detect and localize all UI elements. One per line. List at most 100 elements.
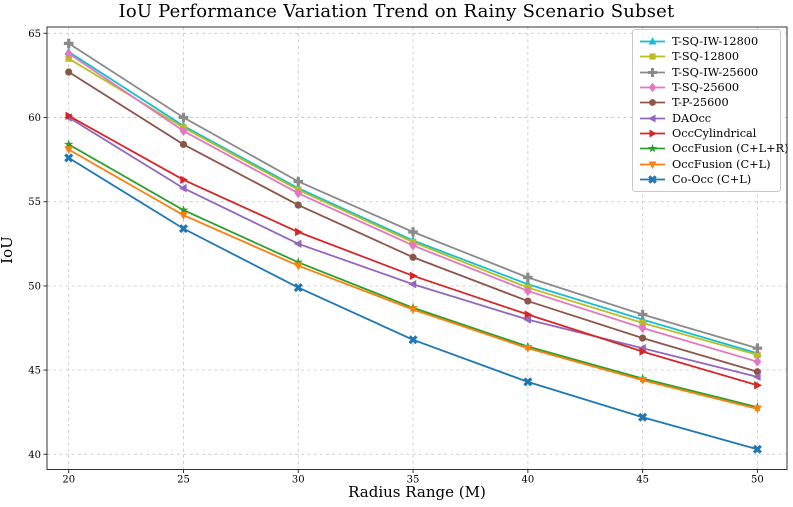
data-point-marker: [754, 381, 762, 390]
data-point-marker: [65, 68, 73, 76]
legend-label: OccFusion (C+L): [672, 157, 771, 171]
data-point-marker: [63, 139, 74, 149]
x-tick-label: 50: [751, 475, 764, 486]
data-point-marker: [409, 253, 417, 261]
legend-label: OccCylindrical: [672, 126, 757, 140]
x-tick-label: 35: [407, 475, 420, 486]
legend-marker-triangle-left-icon: [640, 114, 665, 123]
data-point-marker: [293, 257, 304, 267]
series-line-t-sq-iw-25600: [63, 38, 763, 354]
data-point-marker: [63, 38, 74, 49]
legend-marker-triangle-right-icon: [640, 129, 665, 138]
x-axis-label: Radius Range (M): [348, 483, 486, 501]
legend-marker-diamond-icon: [640, 82, 665, 93]
data-point-marker: [64, 153, 74, 163]
data-point-marker: [178, 184, 187, 193]
data-point-marker: [293, 176, 304, 187]
legend-item: T-SQ-25600: [639, 80, 776, 95]
x-tick-label: 20: [62, 475, 75, 486]
series-line-occfusion-c-l: [64, 146, 762, 414]
x-tick-label: 45: [636, 475, 649, 486]
legend-item: T-SQ-IW-12800: [639, 34, 776, 49]
legend-label: T-SQ-25600: [672, 80, 740, 94]
legend-label: T-SQ-IW-25600: [672, 65, 759, 79]
legend-marker-x-icon: [640, 175, 665, 184]
data-point-marker: [752, 343, 763, 354]
data-point-marker: [178, 112, 189, 123]
legend-label: T-P-25600: [672, 96, 729, 110]
data-point-marker: [752, 444, 762, 454]
legend-label: DAOcc: [672, 111, 712, 125]
data-point-marker: [408, 227, 418, 237]
legend-item: T-P-25600: [639, 95, 776, 110]
legend-marker-triangle-up-icon: [640, 37, 665, 45]
data-point-marker: [649, 99, 656, 107]
legend-label: T-SQ-IW-12800: [672, 35, 759, 48]
data-point-marker: [639, 334, 647, 342]
data-point-marker: [648, 175, 657, 184]
data-point-marker: [523, 345, 533, 353]
y-tick-label: 45: [28, 366, 41, 377]
legend-label: OccFusion (C+L+R): [672, 142, 789, 156]
data-point-marker: [524, 310, 533, 319]
data-point-marker: [523, 315, 532, 324]
data-point-marker: [639, 319, 646, 327]
series-line-daocc: [64, 113, 761, 382]
data-point-marker: [64, 146, 73, 155]
data-point-marker: [648, 161, 657, 169]
data-point-marker: [638, 377, 647, 385]
x-tick-label: 40: [521, 475, 534, 486]
data-point-marker: [523, 285, 532, 296]
legend-item: T-SQ-12800: [639, 49, 776, 64]
data-point-marker: [293, 283, 303, 293]
axes-spines: [43, 26, 788, 473]
data-point-marker: [647, 67, 658, 77]
data-point-marker: [65, 55, 72, 62]
data-point-marker: [178, 224, 189, 234]
legend-item: OccFusion (C+L+R): [639, 141, 789, 156]
legend-marker-plus-icon: [640, 67, 665, 77]
data-point-marker: [294, 201, 302, 209]
data-point-marker: [524, 297, 532, 305]
data-point-marker: [65, 111, 74, 121]
chart-title: IoU Performance Variation Trend on Rainy…: [118, 1, 675, 22]
y-axis-label: IoU: [0, 236, 16, 264]
data-point-marker: [294, 188, 303, 199]
data-point-marker: [637, 309, 648, 320]
y-tick-label: 65: [28, 29, 41, 40]
legend-item: DAOcc: [639, 111, 776, 126]
data-point-marker: [179, 211, 188, 220]
data-point-marker: [293, 239, 302, 248]
legend: T-SQ-IW-12800 T-SQ-12800 T-SQ-IW-25600 T-SQ…: [632, 29, 789, 192]
legend-label: T-SQ-12800: [672, 50, 740, 64]
data-point-marker: [178, 205, 189, 215]
data-point-marker: [648, 82, 657, 93]
data-point-marker: [649, 129, 657, 138]
data-point-marker: [648, 37, 657, 45]
data-point-marker: [409, 240, 417, 251]
legend-item: OccCylindrical: [639, 126, 776, 141]
legend-marker-circle-icon: [640, 99, 665, 107]
data-point-marker: [752, 372, 761, 382]
series-line-occcylindrical: [65, 111, 762, 390]
data-point-marker: [523, 272, 533, 283]
data-point-marker: [639, 347, 648, 356]
legend-marker-triangle-down-icon: [640, 161, 665, 169]
data-point-marker: [649, 53, 656, 60]
y-tick-label: 55: [28, 197, 41, 208]
legend-item: OccFusion (C+L): [639, 157, 776, 172]
legend-item: Co-Occ (C+L): [639, 172, 776, 187]
y-tick-label: 40: [28, 450, 41, 461]
data-point-marker: [408, 280, 417, 289]
legend-marker-star-icon: [640, 144, 665, 153]
data-point-marker: [64, 48, 73, 59]
series-line-t-sq-25600: [64, 48, 762, 367]
data-point-marker: [408, 306, 418, 315]
data-point-marker: [179, 140, 188, 149]
y-tick-label: 60: [28, 113, 41, 124]
data-point-marker: [638, 412, 648, 422]
data-point-marker: [753, 356, 762, 367]
x-tick-label: 30: [292, 475, 305, 486]
legend-item: T-SQ-IW-25600: [639, 65, 776, 80]
data-point-marker: [408, 335, 418, 345]
